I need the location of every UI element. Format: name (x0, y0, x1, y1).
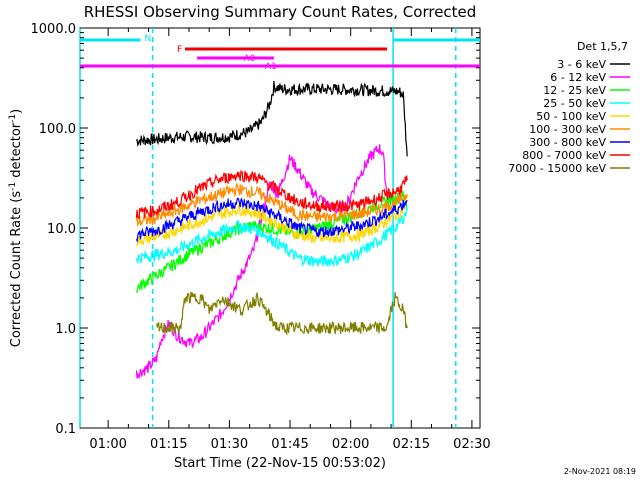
series-line-8 (156, 291, 408, 336)
footer-date: 2-Nov-2021 08:19 (564, 467, 636, 476)
y-axis-label-sup2: -1 (8, 114, 18, 123)
series-line-6 (135, 197, 408, 243)
y-axis-label-main: Corrected Count Rate (s (9, 191, 24, 348)
y-tick-label: 100.0 (39, 122, 76, 137)
x-tick-label: 01:30 (211, 437, 248, 452)
state-bars: N F A0 A1 (80, 34, 480, 72)
state-label-F: F (177, 45, 182, 55)
y-tick-labels: 0.1 1.0 10.0 100.0 1000.0 (31, 22, 77, 437)
y-tick-label: 1000.0 (31, 22, 77, 37)
series-line-5 (135, 182, 408, 228)
legend-label-5: 100 - 300 keV (529, 123, 606, 136)
y-axis-label: Corrected Count Rate (s-1 detector-1) (8, 109, 24, 347)
series-line-0 (135, 80, 408, 157)
legend-label-3: 25 - 50 keV (543, 97, 606, 110)
series-line-1 (135, 144, 388, 379)
x-tick-label: 02:30 (453, 437, 490, 452)
series-line-7 (135, 169, 408, 220)
x-axis-label: Start Time (22-Nov-15 00:53:02) (174, 456, 386, 471)
axis-ticks (80, 27, 480, 429)
chart-title: RHESSI Observing Summary Count Rates, Co… (84, 3, 477, 21)
y-tick-label: 0.1 (55, 422, 76, 437)
series-group (135, 80, 408, 379)
legend-label-1: 6 - 12 keV (550, 71, 606, 84)
state-label-A1: A1 (265, 62, 277, 72)
legend-label-2: 12 - 25 keV (543, 84, 606, 97)
legend-label-7: 800 - 7000 keV (522, 149, 606, 162)
legend-label-4: 50 - 100 keV (536, 110, 606, 123)
series-line-3 (135, 206, 408, 268)
y-axis-label-mid: detector (9, 122, 24, 182)
x-tick-label: 02:15 (393, 437, 430, 452)
state-label-A0: A0 (243, 54, 255, 64)
legend-label-0: 3 - 6 keV (557, 58, 606, 71)
y-tick-label: 10.0 (47, 222, 76, 237)
x-tick-label: 02:00 (332, 437, 369, 452)
x-tick-labels: 01:00 01:15 01:30 01:45 02:00 02:15 02:30 (89, 437, 490, 452)
y-tick-label: 1.0 (55, 322, 76, 337)
x-tick-label: 01:15 (150, 437, 187, 452)
y-axis-label-end: ) (9, 109, 24, 114)
y-axis-label-sup1: -1 (8, 182, 18, 191)
legend-label-8: 7000 - 15000 keV (508, 162, 606, 175)
x-tick-label: 01:00 (89, 437, 126, 452)
legend-label-6: 300 - 800 keV (529, 136, 606, 149)
state-label-N: N (144, 34, 151, 44)
legend-title: Det 1,5,7 (577, 40, 628, 53)
x-tick-label: 01:45 (271, 437, 308, 452)
